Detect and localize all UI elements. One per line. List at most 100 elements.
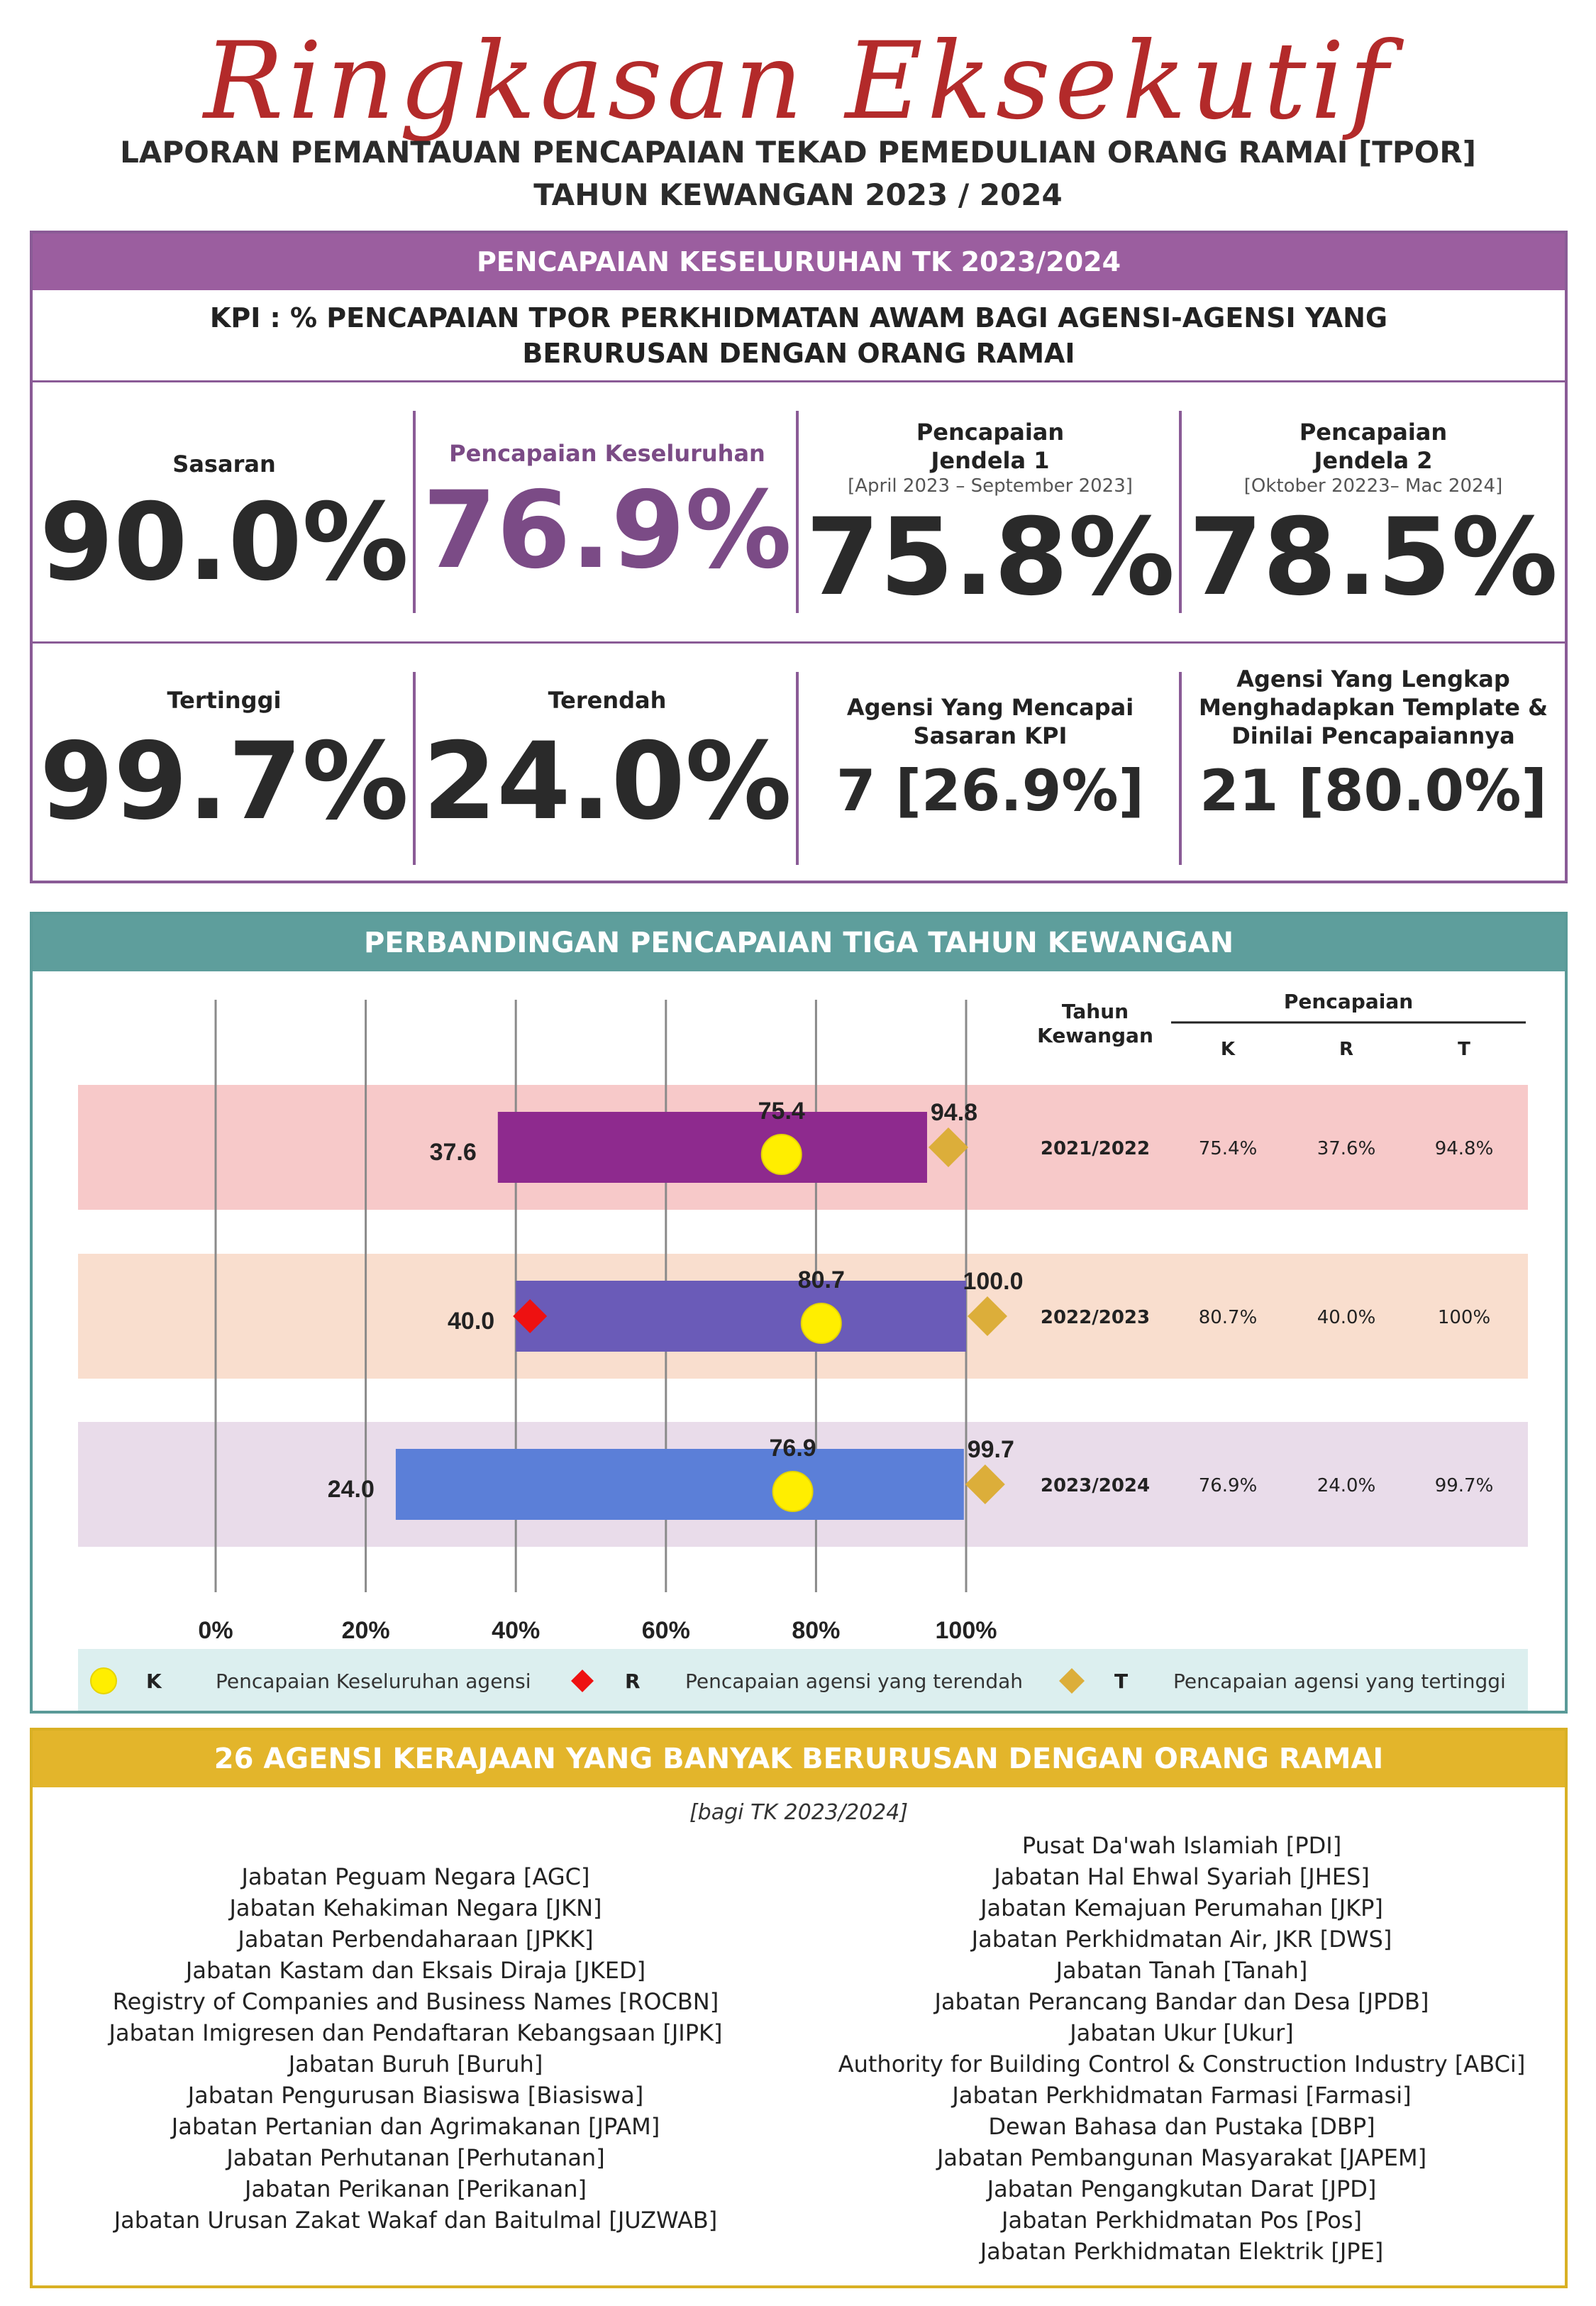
agency-item: Jabatan Perkhidmatan Elektrik [JPE] [980,2238,1384,2265]
r-data-label: 37.6 [430,1139,477,1166]
agency-item: Jabatan Pertanian dan Agrimakanan [JPAM] [171,2113,660,2140]
legend-r-key: R [625,1670,641,1693]
stat-divider [413,411,416,613]
mencapai-label-2: Sasaran KPI [913,722,1068,749]
range-bar [395,1449,964,1520]
agency-item: Jabatan Kastam dan Eksais Diraja [JKED] [185,1957,646,1984]
kpi-line-1: KPI : % PENCAPAIAN TPOR PERKHIDMATAN AWA… [209,302,1388,333]
table-year-cell: 2021/2022 [1041,1138,1150,1159]
agencies-heading: 26 AGENSI KERAJAAN YANG BANYAK BERURUSAN… [33,1731,1565,1787]
jendela2-label-2: Jendela 2 [1314,447,1433,474]
lengkap-value: 21 [80.0%] [1199,758,1547,824]
t-data-label: 100.0 [963,1268,1023,1295]
stat-mencapai-sasaran: Agensi Yang Mencapai Sasaran KPI 7 [26.9… [799,644,1182,893]
agency-item: Jabatan Pembangunan Masyarakat [JAPEM] [936,2144,1427,2171]
table-r-cell: 37.6% [1317,1138,1376,1159]
agency-item: Jabatan Perkhidmatan Air, JKR [DWS] [971,1926,1392,1953]
stat-jendela-2: Pencapaian Jendela 2 [Oktober 20223– Mac… [1182,382,1565,641]
stat-divider [1179,672,1182,865]
jendela2-label-1: Pencapaian [1299,419,1448,446]
x-tick-label: 100% [936,1617,997,1644]
table-year-cell: 2022/2023 [1041,1307,1150,1328]
agency-item: Authority for Building Control & Constru… [838,2051,1526,2078]
legend-r-marker [571,1670,594,1692]
agency-item: Registry of Companies and Business Names… [112,1988,719,2015]
jendela1-period: [April 2023 – September 2023] [848,475,1133,497]
range-bar [516,1281,966,1352]
agency-item: Jabatan Peguam Negara [AGC] [241,1863,590,1890]
r-marker [513,1299,548,1333]
comparison-chart: 0% 20% 40% 60% 80% 100% 37.6 75.4 94.8 2021/2022 7… [78,990,1528,1711]
stat-divider [796,672,799,865]
table-t-cell: 99.7% [1435,1475,1494,1496]
tertinggi-label: Tertinggi [167,687,282,714]
table-k-cell: 76.9% [1199,1475,1258,1496]
x-tick-label: 40% [492,1617,540,1644]
mencapai-value: 7 [26.9%] [836,758,1145,824]
legend-t-text: Pencapaian agensi yang tertinggi [1173,1670,1506,1693]
stat-tertinggi: Tertinggi 99.7% [33,644,416,893]
jendela1-label-2: Jendela 1 [931,447,1050,474]
agency-item: Jabatan Perhutanan [Perhutanan] [226,2144,605,2171]
report-subtitle: LAPORAN PEMANTAUAN PENCAPAIAN TEKAD PEME… [120,135,1476,170]
r-data-label: 40.0 [448,1308,494,1335]
jendela1-label-1: Pencapaian [916,419,1065,446]
table-t-cell: 94.8% [1435,1138,1494,1159]
stat-row-1: Sasaran 90.0% Pencapaian Keseluruhan 76.… [33,382,1565,644]
stat-divider [796,411,799,613]
comparison-heading: PERBANDINGAN PENCAPAIAN TIGA TAHUN KEWAN… [33,915,1565,971]
x-tick-label: 0% [198,1617,233,1644]
table-year-cell: 2023/2024 [1041,1475,1150,1496]
stat-divider [413,672,416,865]
x-tick-label: 60% [642,1617,690,1644]
table-col-header: T [1458,1039,1470,1060]
agency-item: Jabatan Perancang Bandar dan Desa [JPDB] [934,1988,1429,2015]
table-year-header: Tahun [1062,1000,1129,1023]
tertinggi-value: 99.7% [39,720,409,844]
k-marker [772,1471,814,1512]
table-k-cell: 75.4% [1199,1138,1258,1159]
agencies-subheading: [bagi TK 2023/2024] [689,1800,909,1825]
agency-item: Jabatan Kehakiman Negara [JKN] [229,1894,602,1921]
legend-t-marker [1059,1668,1085,1694]
stat-row-2: Tertinggi 99.7% Terendah 24.0% Agensi Ya… [33,644,1565,893]
x-tick-label: 80% [792,1617,840,1644]
k-marker [760,1134,802,1175]
t-marker [968,1296,1007,1336]
jendela1-value: 75.8% [805,496,1175,619]
table-col-header: K [1221,1039,1236,1060]
table-pencapaian-header: Pencapaian [1284,990,1413,1013]
sasaran-label: Sasaran [172,451,276,478]
overall-achievement-panel: PENCAPAIAN KESELURUHAN TK 2023/2024 KPI … [30,231,1568,883]
lengkap-label-3: Dinilai Pencapaiannya [1231,722,1515,749]
legend-k-key: K [146,1670,162,1693]
stat-lengkap: Agensi Yang Lengkap Menghadapkan Templat… [1182,644,1565,893]
agency-item: Jabatan Perkhidmatan Pos [Pos] [1002,2207,1362,2234]
k-data-label: 76.9 [770,1435,816,1462]
table-r-cell: 24.0% [1317,1475,1376,1496]
terendah-label: Terendah [548,687,667,714]
t-marker [928,1127,968,1167]
legend-box [78,1649,1528,1711]
t-data-label: 99.7 [968,1436,1014,1463]
keseluruhan-value: 76.9% [422,469,792,592]
fiscal-year-subtitle: TAHUN KEWANGAN 2023 / 2024 [533,177,1063,212]
agency-item: Jabatan Ukur [Ukur] [1070,2019,1294,2046]
k-data-label: 80.7 [798,1267,845,1293]
mencapai-label-1: Agensi Yang Mencapai [846,694,1134,721]
k-marker [800,1303,842,1344]
stat-keseluruhan: Pencapaian Keseluruhan 76.9% [416,382,799,641]
agency-item: Jabatan Imigresen dan Pendaftaran Kebang… [109,2019,723,2046]
legend-k-text: Pencapaian Keseluruhan agensi [216,1670,531,1693]
agency-item: Jabatan Kemajuan Perumahan [JKP] [980,1894,1383,1921]
t-data-label: 94.8 [931,1099,977,1126]
table-col-header: R [1339,1039,1353,1060]
agency-item: Pusat Da'wah Islamiah [PDI] [1021,1832,1342,1859]
agency-item: Jabatan Perkhidmatan Farmasi [Farmasi] [952,2082,1412,2109]
legend-t-key: T [1114,1670,1128,1693]
stat-sasaran: Sasaran 90.0% [33,382,416,641]
page-title: Ringkasan Eksekutif [204,20,1392,143]
agency-item: Jabatan Perbendaharaan [JPKK] [238,1926,594,1953]
table-t-cell: 100% [1438,1307,1490,1328]
agency-list-right: Pusat Da'wah Islamiah [PDI] Jabatan Hal E… [799,1830,1565,2267]
